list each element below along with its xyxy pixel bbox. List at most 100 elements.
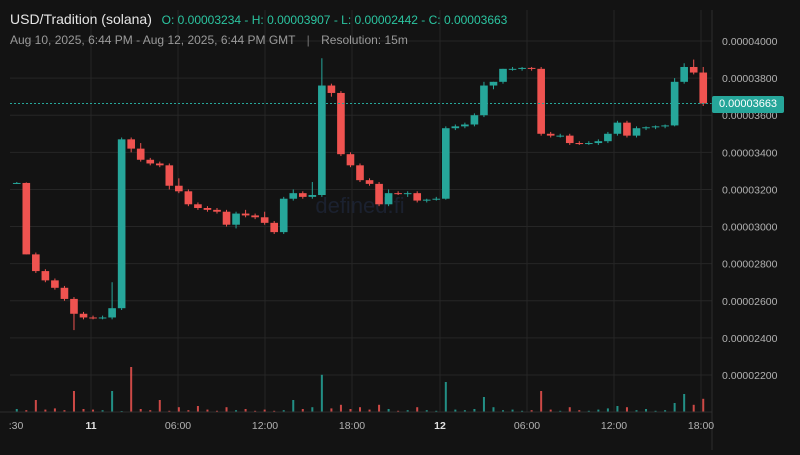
volume-bar xyxy=(444,382,447,412)
volume-bar xyxy=(44,409,47,412)
x-tick-label: 18:00 xyxy=(688,420,714,432)
candle-down xyxy=(575,143,584,145)
volume-bar xyxy=(254,410,257,412)
volume-bars xyxy=(15,367,705,412)
candle-up xyxy=(432,198,441,200)
volume-bar xyxy=(311,407,314,412)
candle-up xyxy=(461,124,469,127)
pair-name: USD/Tradition (solana) xyxy=(10,11,152,27)
candle-up xyxy=(480,85,488,116)
volume-bar xyxy=(435,410,438,412)
candle-down xyxy=(175,185,183,192)
volume-bar xyxy=(330,408,333,412)
y-tick-label: 0.00002200 xyxy=(722,370,778,382)
candle-down xyxy=(60,287,69,299)
volume-bar xyxy=(492,407,495,412)
candle-up xyxy=(489,81,498,86)
candle-up xyxy=(12,182,21,184)
y-tick-label: 0.00002400 xyxy=(722,333,778,345)
candle-down xyxy=(165,165,174,186)
open-value: 0.00003234 xyxy=(177,13,242,27)
candle-down xyxy=(146,159,155,164)
volume-bar xyxy=(72,391,75,412)
volume-bar xyxy=(34,400,37,412)
volume-bar xyxy=(263,409,266,412)
volume-bar xyxy=(587,410,590,412)
candle-down xyxy=(375,183,383,205)
x-tick-label: 12:00 xyxy=(601,420,627,432)
candle-up xyxy=(508,68,517,70)
chart-header: USD/Tradition (solana) O: 0.00003234 - H… xyxy=(10,11,507,27)
volume-bar xyxy=(540,391,543,412)
x-tick-label: 12 xyxy=(434,420,446,432)
candle-up xyxy=(318,85,326,196)
candle-down xyxy=(155,163,164,166)
high-value: 0.00003907 xyxy=(267,13,331,27)
candles xyxy=(12,58,708,331)
candle-up xyxy=(384,193,393,205)
candle-down xyxy=(365,180,374,184)
volume-bar xyxy=(15,409,18,412)
volume-bar xyxy=(645,409,648,412)
candle-down xyxy=(413,193,422,201)
volume-bar xyxy=(416,407,419,412)
x-tick-label: 06:00 xyxy=(165,420,191,432)
volume-bar xyxy=(225,407,228,412)
y-tick-label: 0.00002600 xyxy=(722,296,778,308)
candle-up xyxy=(232,213,240,225)
low-value: 0.00002442 xyxy=(354,13,418,27)
volume-bar xyxy=(463,410,466,412)
candle-down xyxy=(222,211,231,225)
volume-bar xyxy=(339,404,342,412)
candle-up xyxy=(403,193,412,195)
candle-up xyxy=(98,317,107,319)
y-tick-label: 0.00003400 xyxy=(722,147,778,159)
volume-bar xyxy=(111,391,114,412)
volume-bar xyxy=(549,409,552,412)
volume-bar xyxy=(673,403,676,412)
volume-bar xyxy=(530,410,533,412)
candle-up xyxy=(613,122,622,134)
candle-down xyxy=(70,298,78,314)
x-axis: :30 11 06:00 12:00 18:00 12 06:00 12:00 18:00 xyxy=(0,411,714,432)
candle-down xyxy=(51,280,59,288)
volume-bar xyxy=(616,406,619,412)
candle-up xyxy=(585,143,593,145)
volume-bar xyxy=(511,409,514,412)
ohlc-readout: O: 0.00003234 - H: 0.00003907 - L: 0.000… xyxy=(161,13,508,27)
candle-down xyxy=(270,222,279,233)
volume-bar xyxy=(215,410,218,412)
volume-bar xyxy=(359,407,361,412)
low-label: L: xyxy=(341,13,352,27)
close-value: 0.00003663 xyxy=(443,13,508,27)
volume-bar xyxy=(320,374,323,412)
resolution[interactable]: Resolution: 15m xyxy=(321,33,408,47)
candle-up xyxy=(441,128,450,199)
volume-bar xyxy=(168,410,171,412)
volume-bar xyxy=(235,410,238,412)
candle-up xyxy=(651,126,660,128)
volume-bar xyxy=(568,407,571,412)
volume-bar xyxy=(139,409,142,412)
volume-bar xyxy=(683,394,686,412)
candle-up xyxy=(289,193,298,199)
candle-down xyxy=(127,139,135,149)
candle-down xyxy=(623,122,631,136)
candle-up xyxy=(499,68,507,82)
candle-down xyxy=(203,208,212,210)
candle-down xyxy=(394,193,402,195)
volume-bar xyxy=(92,409,95,412)
volume-bar xyxy=(273,410,276,412)
candle-up xyxy=(604,133,612,142)
volume-bar xyxy=(368,409,371,412)
candle-up xyxy=(556,135,565,137)
volume-bar xyxy=(387,409,390,412)
candle-down xyxy=(298,193,307,197)
candle-up xyxy=(308,195,317,197)
candle-down xyxy=(32,254,40,272)
candle-up xyxy=(279,198,288,233)
y-tick-label: 0.00003600 xyxy=(722,110,778,122)
candle-down xyxy=(537,68,545,134)
candle-down xyxy=(527,67,536,69)
